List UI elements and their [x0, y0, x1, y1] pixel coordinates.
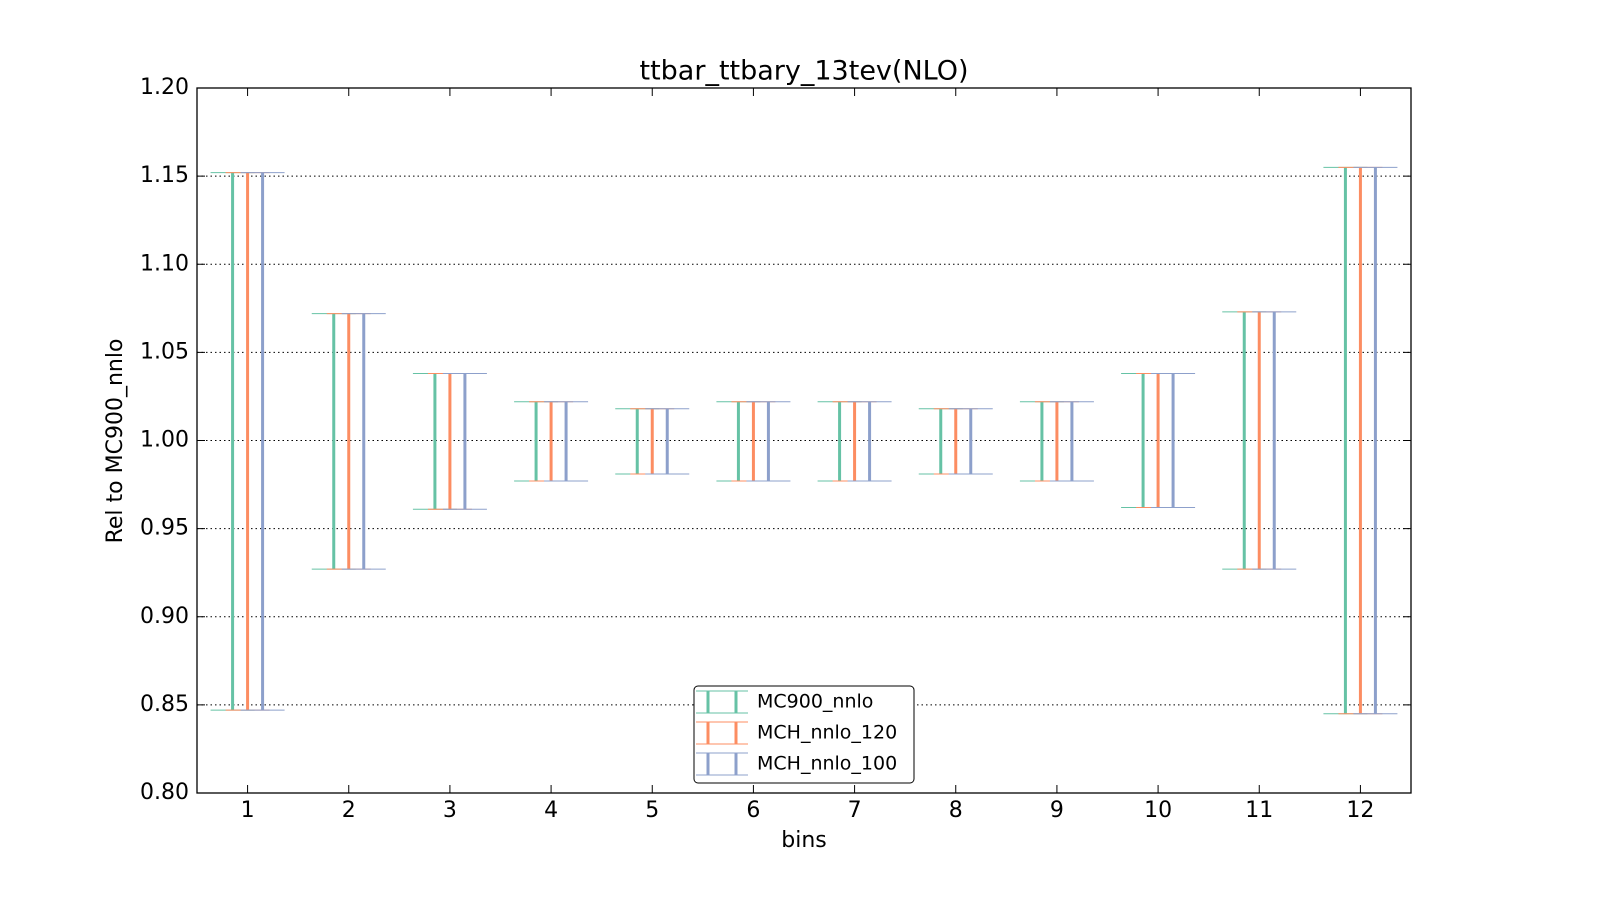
x-tick-label: 6	[746, 798, 760, 823]
y-tick-label: 0.90	[140, 604, 189, 629]
x-tick-label: 1	[241, 798, 255, 823]
x-tick-label: 3	[443, 798, 457, 823]
y-tick-label: 0.85	[140, 692, 189, 717]
x-axis-label: bins	[781, 828, 826, 853]
x-tick-label: 7	[848, 798, 862, 823]
legend-box	[693, 685, 915, 784]
y-tick-label: 1.00	[140, 428, 189, 453]
legend-label: MC900_nnlo	[757, 691, 873, 713]
y-tick-label: 1.15	[140, 163, 189, 188]
x-tick-label: 9	[1050, 798, 1064, 823]
plot-frame	[196, 87, 1412, 794]
y-tick-label: 0.95	[140, 516, 189, 541]
x-tick-label: 8	[949, 798, 963, 823]
chart-title: ttbar_ttbary_13tev(NLO)	[639, 56, 968, 87]
x-tick-label: 12	[1346, 798, 1374, 823]
y-tick-label: 0.80	[140, 780, 189, 805]
y-axis-label: Rel to MC900_nnlo	[103, 339, 128, 544]
x-tick-label: 11	[1245, 798, 1273, 823]
x-tick-label: 2	[342, 798, 356, 823]
y-tick-label: 1.10	[140, 251, 189, 276]
y-tick-label: 1.05	[140, 339, 189, 364]
legend-label: MCH_nnlo_100	[757, 753, 897, 775]
legend-label: MCH_nnlo_120	[757, 722, 897, 744]
y-tick-label: 1.20	[140, 75, 189, 100]
x-tick-label: 5	[645, 798, 659, 823]
x-tick-label: 10	[1144, 798, 1172, 823]
x-tick-label: 4	[544, 798, 558, 823]
